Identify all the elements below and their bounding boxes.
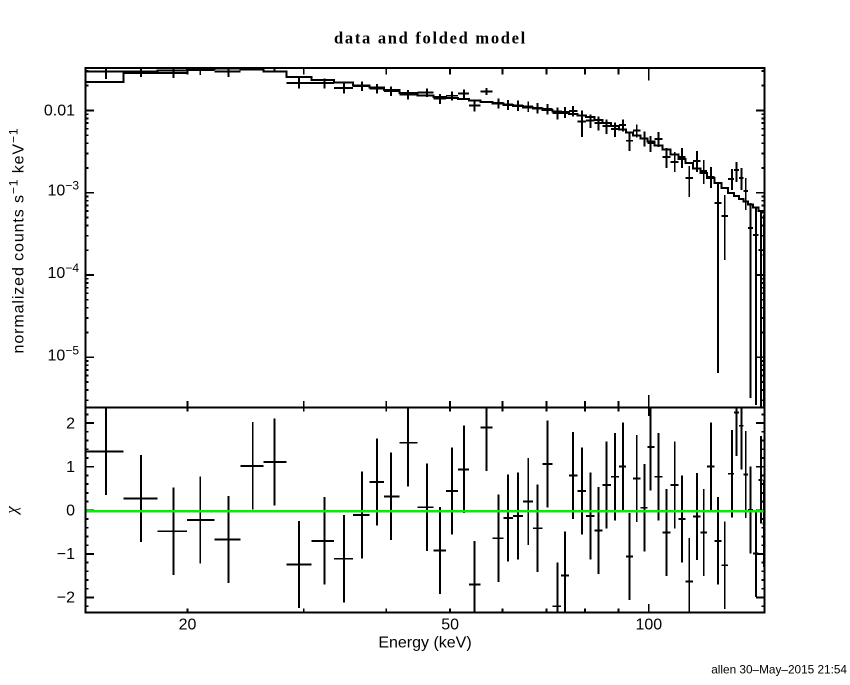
svg-text:20: 20	[179, 617, 197, 634]
svg-text:2: 2	[66, 415, 75, 432]
svg-text:χ: χ	[2, 506, 21, 516]
svg-text:Energy (keV): Energy (keV)	[378, 635, 471, 652]
svg-text:data and folded model: data and folded model	[334, 29, 527, 48]
svg-text:normalized counts s−1 keV−1: normalized counts s−1 keV−1	[7, 128, 28, 354]
svg-text:50: 50	[441, 617, 459, 634]
svg-text:allen 30–May–2015 21:54: allen 30–May–2015 21:54	[711, 663, 847, 677]
svg-text:100: 100	[635, 617, 662, 634]
svg-text:0.01: 0.01	[44, 103, 75, 120]
svg-text:−1: −1	[57, 546, 75, 563]
svg-text:−2: −2	[57, 590, 75, 607]
svg-text:0: 0	[66, 503, 75, 520]
svg-text:1: 1	[66, 459, 75, 476]
